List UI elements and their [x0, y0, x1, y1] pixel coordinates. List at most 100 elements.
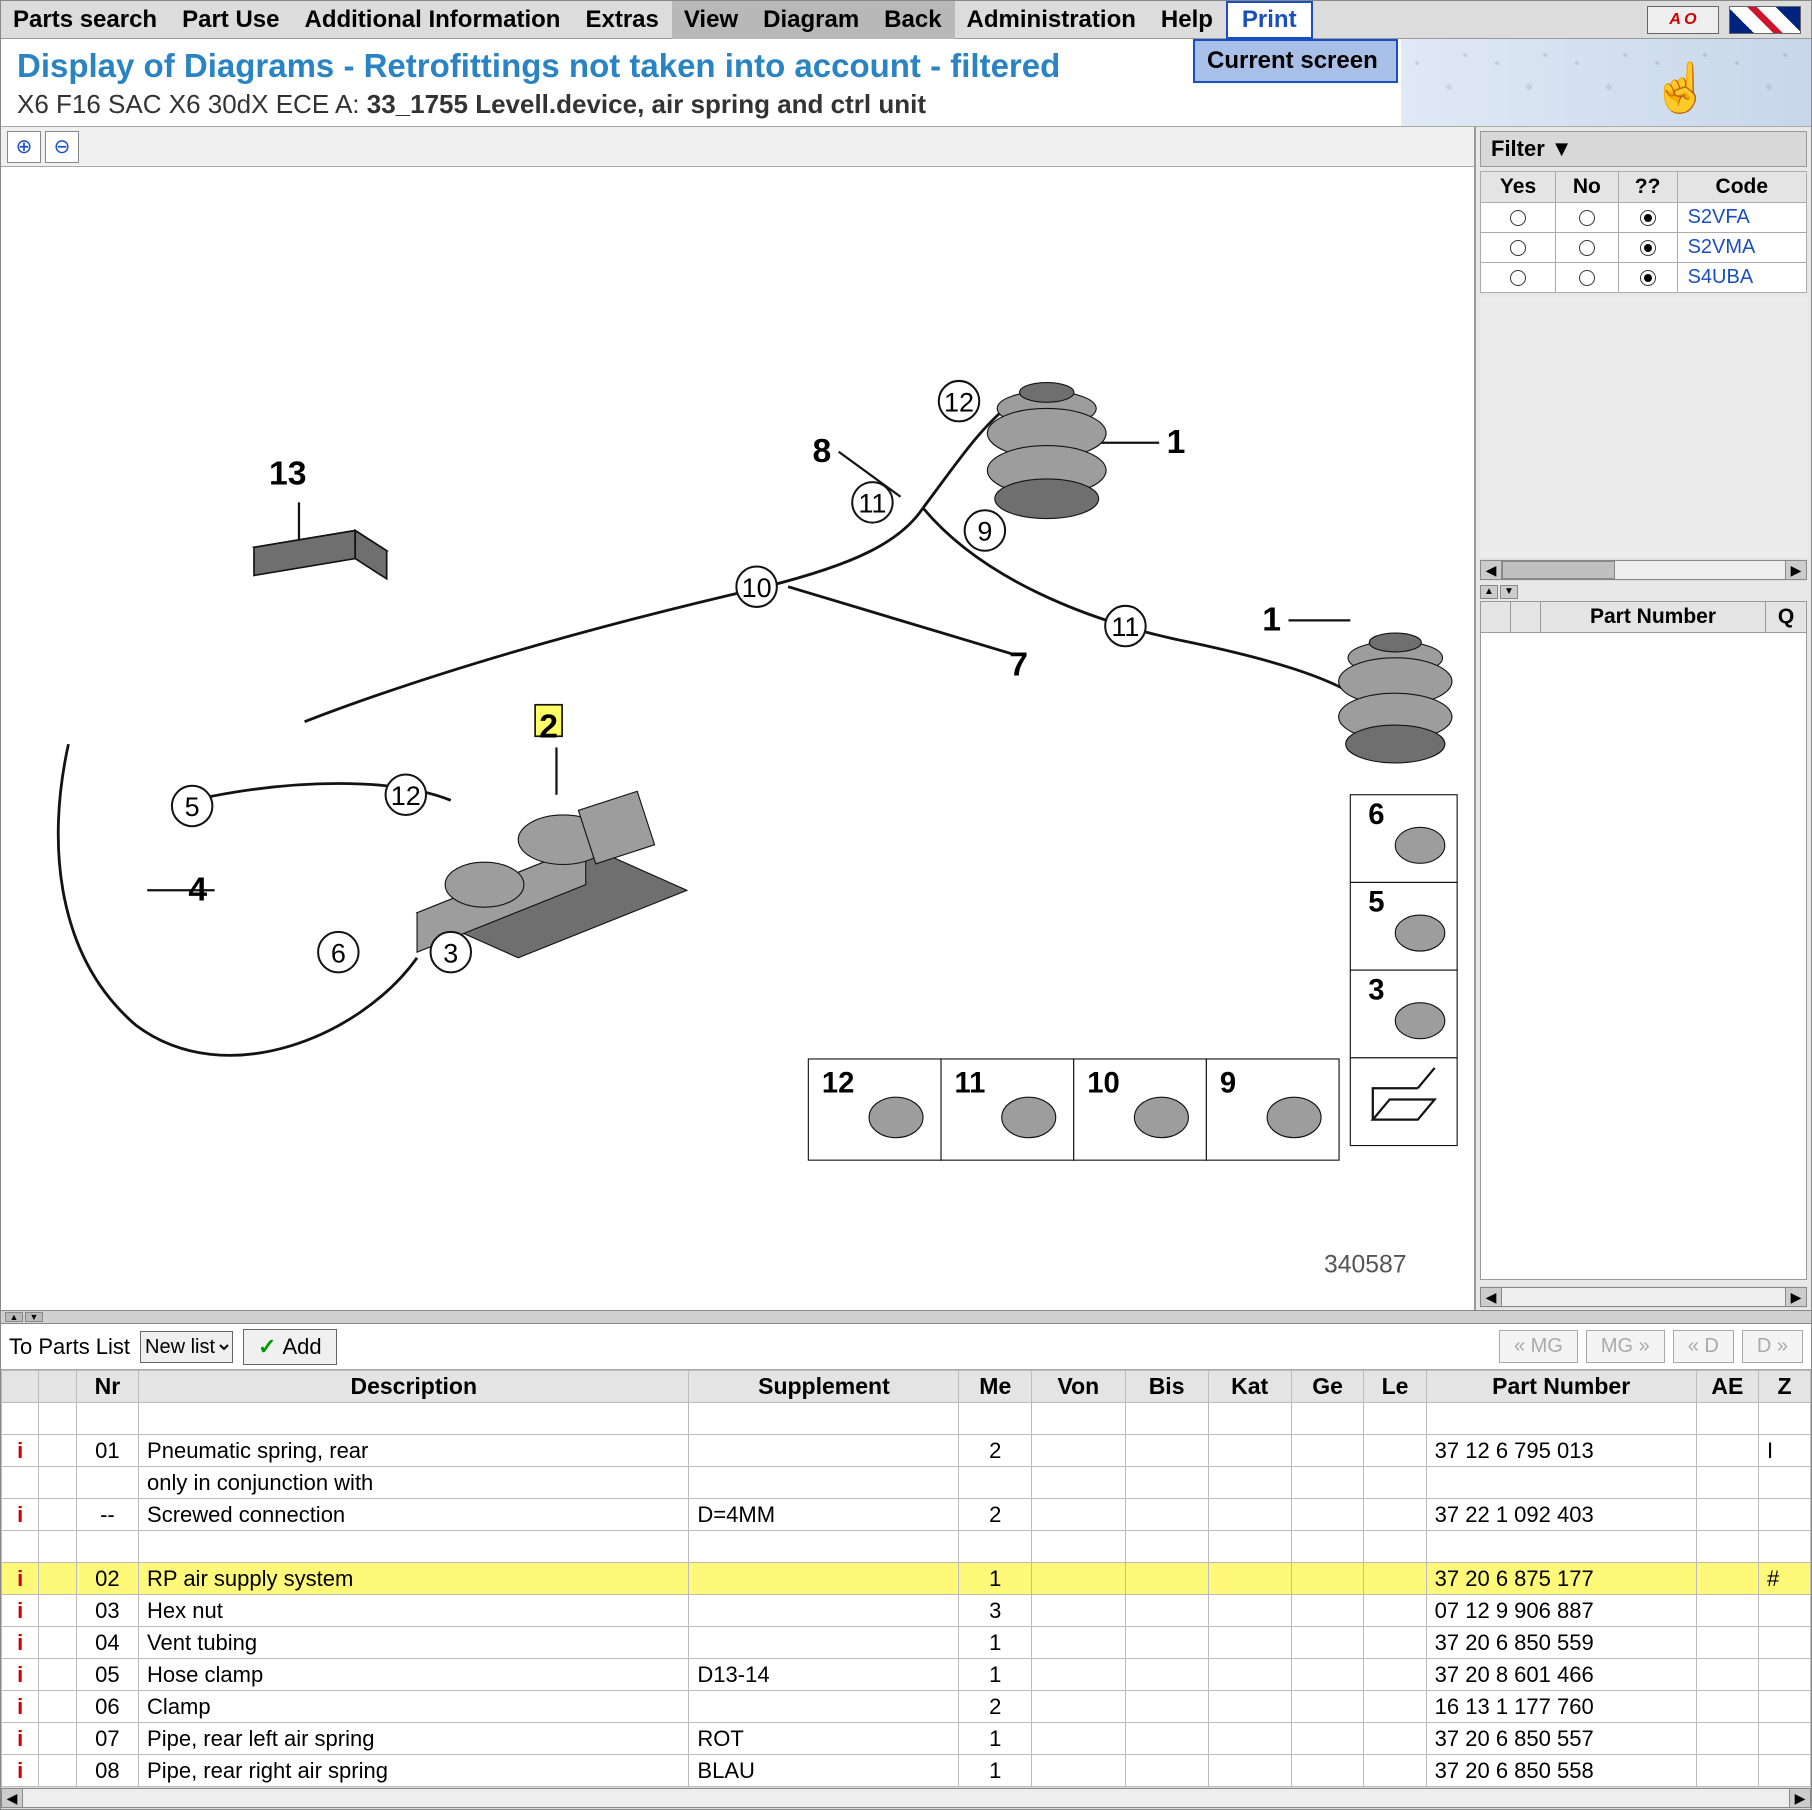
menubar: Parts searchPart UseAdditional Informati… — [1, 1, 1811, 39]
table-row[interactable] — [2, 1531, 1811, 1563]
parts-col[interactable] — [2, 1371, 39, 1403]
filter-code[interactable]: S2VFA — [1677, 203, 1806, 233]
filter-code[interactable]: S4UBA — [1677, 263, 1806, 293]
filter-radio-no[interactable] — [1579, 210, 1595, 226]
svg-text:10: 10 — [742, 573, 772, 603]
zoom-in-button[interactable]: ⊕ — [7, 131, 41, 163]
info-icon[interactable]: i — [2, 1723, 39, 1755]
parts-col[interactable]: Le — [1364, 1371, 1426, 1403]
parts-col[interactable] — [39, 1371, 76, 1403]
check-icon: ✓ — [258, 1334, 276, 1360]
zoom-out-button[interactable]: ⊖ — [45, 131, 79, 163]
parts-col[interactable]: Description — [139, 1371, 689, 1403]
parts-col[interactable]: Von — [1032, 1371, 1125, 1403]
main-area: ⊕ ⊖ 138117241211910115126365312111093405… — [1, 127, 1811, 1310]
collapse-up-icon[interactable]: ▲ — [1480, 585, 1498, 599]
parts-col[interactable]: Ge — [1291, 1371, 1364, 1403]
svg-text:1: 1 — [1167, 423, 1186, 461]
menu-additional-information[interactable]: Additional Information — [292, 0, 573, 40]
menu-diagram[interactable]: Diagram — [751, 0, 872, 40]
info-icon[interactable]: i — [2, 1435, 39, 1467]
menu-parts-search[interactable]: Parts search — [1, 0, 170, 40]
parts-col[interactable]: Me — [959, 1371, 1032, 1403]
table-row[interactable]: i05Hose clampD13-14137 20 8 601 466 — [2, 1659, 1811, 1691]
menu-print[interactable]: Print — [1226, 1, 1313, 39]
print-dropdown-item-current-screen[interactable]: Current screen — [1195, 41, 1396, 81]
menu-help[interactable]: Help — [1149, 0, 1226, 40]
info-icon[interactable]: i — [2, 1595, 39, 1627]
filter-hscroll[interactable]: ◀ ▶ — [1480, 559, 1807, 581]
table-row[interactable]: i04Vent tubing137 20 6 850 559 — [2, 1627, 1811, 1659]
nav-button[interactable]: « D — [1673, 1330, 1734, 1363]
language-flag-button[interactable] — [1729, 6, 1801, 34]
filter-radio-no[interactable] — [1579, 240, 1595, 256]
filter-radio-qq[interactable] — [1640, 240, 1656, 256]
menu-back[interactable]: Back — [872, 0, 954, 40]
filter-toggle[interactable]: Filter ▼ — [1480, 131, 1807, 167]
scroll-right-icon[interactable]: ▶ — [1789, 1788, 1811, 1808]
collapse-down-icon[interactable]: ▼ — [1500, 585, 1518, 599]
filter-radio-qq[interactable] — [1640, 270, 1656, 286]
diagram-toolbar: ⊕ ⊖ — [1, 127, 1474, 167]
menu-view[interactable]: View — [672, 0, 751, 40]
parts-col[interactable]: Bis — [1125, 1371, 1208, 1403]
parts-col[interactable]: Nr — [76, 1371, 138, 1403]
filter-radio-qq[interactable] — [1640, 210, 1656, 226]
parts-col[interactable]: AE — [1696, 1371, 1758, 1403]
logo-button[interactable]: A O — [1647, 6, 1719, 34]
svg-text:9: 9 — [977, 517, 992, 547]
table-row[interactable]: i07Pipe, rear left air springROT137 20 6… — [2, 1723, 1811, 1755]
splitter-up-icon[interactable]: ▲ — [5, 1312, 23, 1322]
filter-radio-no[interactable] — [1579, 270, 1595, 286]
parts-col[interactable]: Z — [1758, 1371, 1810, 1403]
table-row[interactable]: i08Pipe, rear right air springBLAU137 20… — [2, 1755, 1811, 1787]
menu-extras[interactable]: Extras — [573, 0, 671, 40]
filter-code[interactable]: S2VMA — [1677, 233, 1806, 263]
splitter-down-icon[interactable]: ▼ — [25, 1312, 43, 1322]
scroll-left-icon[interactable]: ◀ — [1480, 560, 1502, 580]
partnum-hscroll[interactable]: ◀ ▶ — [1480, 1286, 1807, 1308]
partnum-header: Part Number Q — [1480, 601, 1807, 633]
table-row[interactable]: i02RP air supply system137 20 6 875 177# — [2, 1563, 1811, 1595]
menu-part-use[interactable]: Part Use — [170, 0, 292, 40]
zoom-in-icon: ⊕ — [16, 134, 33, 159]
info-icon[interactable]: i — [2, 1755, 39, 1787]
table-row[interactable]: i03Hex nut307 12 9 906 887 — [2, 1595, 1811, 1627]
info-icon[interactable]: i — [2, 1691, 39, 1723]
parts-list-select[interactable]: New list — [140, 1331, 233, 1363]
scroll-right-icon[interactable]: ▶ — [1785, 560, 1807, 580]
filter-radio-yes[interactable] — [1510, 270, 1526, 286]
chevron-down-icon: ▼ — [1551, 136, 1573, 162]
parts-col[interactable]: Kat — [1208, 1371, 1291, 1403]
menu-administration[interactable]: Administration — [955, 0, 1149, 40]
filter-radio-yes[interactable] — [1510, 240, 1526, 256]
table-row[interactable]: only in conjunction with — [2, 1467, 1811, 1499]
scroll-right-icon[interactable]: ▶ — [1785, 1287, 1807, 1307]
scroll-left-icon[interactable]: ◀ — [1, 1788, 23, 1808]
partnum-header-label: Part Number — [1541, 602, 1766, 632]
svg-text:5: 5 — [1368, 887, 1384, 919]
table-row[interactable]: i--Screwed connectionD=4MM237 22 1 092 4… — [2, 1499, 1811, 1531]
parts-col[interactable]: Supplement — [689, 1371, 959, 1403]
to-parts-list-label: To Parts List — [9, 1334, 130, 1360]
info-icon[interactable]: i — [2, 1627, 39, 1659]
nav-button[interactable]: D » — [1742, 1330, 1803, 1363]
table-row[interactable]: i06Clamp216 13 1 177 760 — [2, 1691, 1811, 1723]
vertical-splitter[interactable]: ▲ ▼ — [1, 1310, 1811, 1324]
diagram-canvas[interactable]: 13811724121191011512636531211109340587 — [1, 167, 1474, 1310]
parts-col[interactable]: Part Number — [1426, 1371, 1696, 1403]
nav-button[interactable]: « MG — [1499, 1330, 1578, 1363]
parts-toolbar: To Parts List New list ✓ Add « MGMG »« D… — [1, 1324, 1811, 1370]
print-dropdown[interactable]: Current screen — [1193, 39, 1398, 83]
scroll-left-icon[interactable]: ◀ — [1480, 1287, 1502, 1307]
parts-hscroll[interactable]: ◀ ▶ — [1, 1787, 1811, 1809]
info-icon[interactable]: i — [2, 1563, 39, 1595]
filter-radio-yes[interactable] — [1510, 210, 1526, 226]
nav-button[interactable]: MG » — [1586, 1330, 1665, 1363]
table-row[interactable]: i01Pneumatic spring, rear237 12 6 795 01… — [2, 1435, 1811, 1467]
side-collapse-toggles[interactable]: ▲ ▼ — [1480, 585, 1807, 599]
table-row[interactable] — [2, 1403, 1811, 1435]
info-icon[interactable]: i — [2, 1499, 39, 1531]
add-button[interactable]: ✓ Add — [243, 1329, 337, 1365]
info-icon[interactable]: i — [2, 1659, 39, 1691]
